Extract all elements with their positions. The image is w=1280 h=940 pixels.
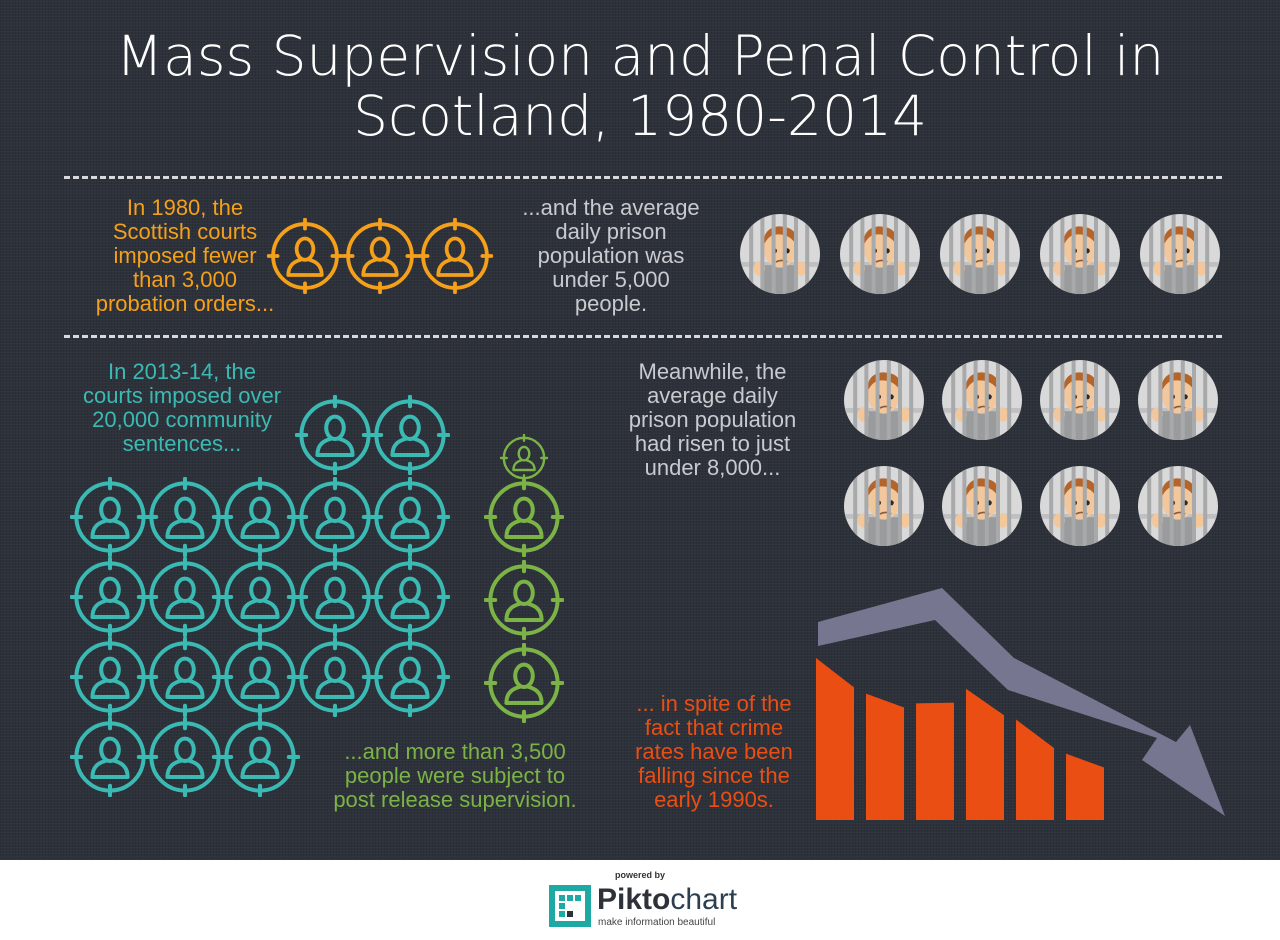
probation-1980-text: In 1980, the Scottish courts imposed few… <box>95 195 275 316</box>
crime-bar <box>1016 719 1054 820</box>
prisoner-behind-bars-icon <box>942 466 1022 546</box>
person-target-icon <box>484 643 564 723</box>
prisoner-behind-bars-icon <box>840 214 920 294</box>
crime-text: ... in spite of the fact that crime rate… <box>635 691 793 812</box>
person-target-icon <box>417 218 493 294</box>
crime-bars <box>816 658 1104 820</box>
divider-middle <box>64 335 1222 338</box>
person-target-icon <box>295 637 375 717</box>
prisoner-behind-bars-icon <box>1138 466 1218 546</box>
title-line-1: Mass Supervision and Penal Control in <box>115 24 1165 88</box>
person-target-icon <box>220 637 300 717</box>
powered-by-text: powered by <box>614 870 665 880</box>
prisoner-behind-bars-icon <box>940 214 1020 294</box>
person-target-icon <box>370 637 450 717</box>
footer <box>0 860 1280 940</box>
crime-bar <box>866 693 904 820</box>
person-target-icon <box>484 560 564 640</box>
prison-2014-text: Meanwhile, the average daily prison popu… <box>628 359 797 480</box>
crime-bar <box>966 688 1004 820</box>
person-target-icon <box>145 637 225 717</box>
person-target-icon <box>145 557 225 637</box>
person-target-icon <box>342 218 418 294</box>
prisoner-behind-bars-icon <box>844 466 924 546</box>
person-target-icon <box>70 637 150 717</box>
person-target-icon <box>220 557 300 637</box>
person-target-icon <box>145 717 225 797</box>
person-target-icon <box>295 477 375 557</box>
prisoner-behind-bars-icon <box>1040 360 1120 440</box>
prisoner-behind-bars-icon <box>740 214 820 294</box>
person-target-icon <box>220 477 300 557</box>
prison-1980-text: ...and the average daily prison populati… <box>522 195 700 316</box>
crime-bar <box>816 658 854 820</box>
piktochart-tagline: make information beautiful <box>598 917 716 928</box>
person-target-icon <box>370 395 450 475</box>
prisoner-behind-bars-icon <box>1040 466 1120 546</box>
page-title: Mass Supervision and Penal Control in Sc… <box>0 26 1280 146</box>
person-target-icon <box>484 477 564 557</box>
divider-top <box>64 176 1222 179</box>
person-target-icon <box>267 218 343 294</box>
person-target-icon <box>70 557 150 637</box>
person-target-icon <box>370 477 450 557</box>
community-2014-text: In 2013-14, the courts imposed over 20,0… <box>82 359 282 456</box>
person-target-icon <box>500 434 548 482</box>
person-target-icon <box>145 477 225 557</box>
prisoner-behind-bars-icon <box>1040 214 1120 294</box>
person-target-icon <box>220 717 300 797</box>
person-target-icon <box>295 557 375 637</box>
supervision-text: ...and more than 3,500 people were subje… <box>333 739 577 812</box>
prisoner-behind-bars-icon <box>1140 214 1220 294</box>
prisoner-behind-bars-icon <box>844 360 924 440</box>
piktochart-brand: Piktochart <box>597 883 738 916</box>
person-target-icon <box>70 477 150 557</box>
title-line-2: Scotland, 1980-2014 <box>353 84 927 148</box>
piktochart-logo-icon <box>549 885 591 927</box>
crime-trend-graphic <box>816 588 1225 820</box>
person-target-icon <box>70 717 150 797</box>
crime-bar <box>916 702 954 820</box>
crime-bar <box>1066 753 1104 820</box>
person-target-icon <box>370 557 450 637</box>
prisoner-behind-bars-icon <box>1138 360 1218 440</box>
prisoner-behind-bars-icon <box>942 360 1022 440</box>
person-target-icon <box>295 395 375 475</box>
